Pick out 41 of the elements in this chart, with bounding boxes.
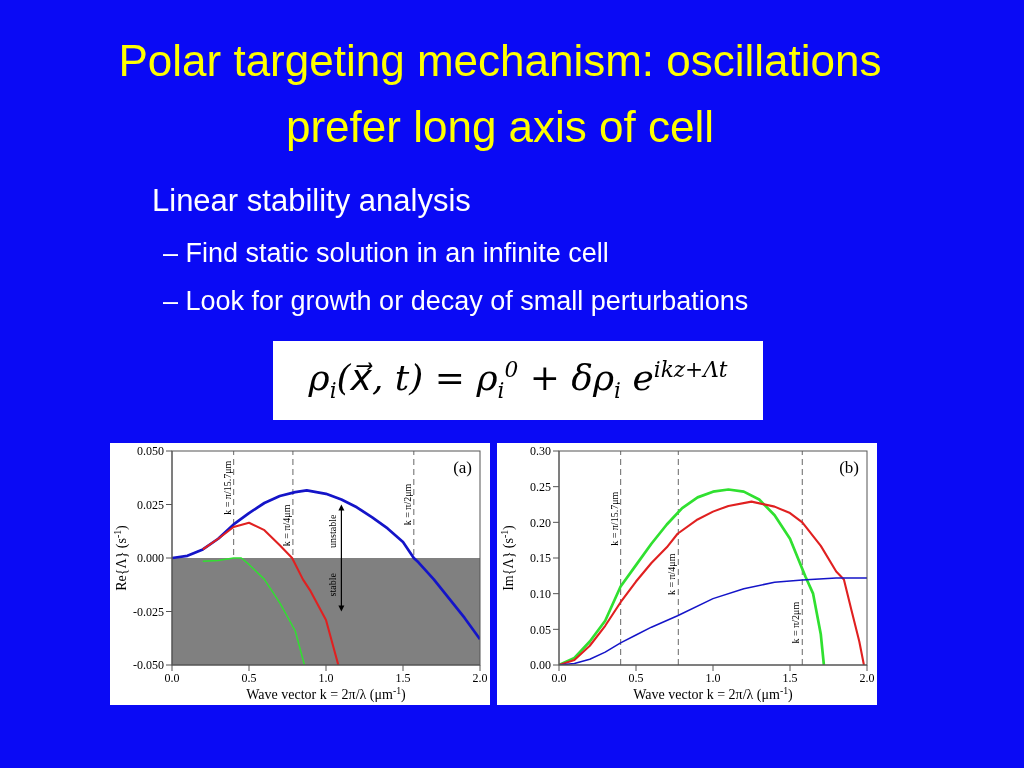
x-axis-title: Wave vector k = 2π/λ (μm$^{-1}$) [633, 684, 794, 703]
x-tick-label: 0.5 [628, 670, 644, 685]
y-tick-label: 0.10 [530, 586, 551, 601]
text: Polar targeting mechanism: oscillations prefer long axis of cell [117, 35, 883, 153]
text: ρ$_{i}$(x⃗, t) = ρ$_{i}$$^{0}$ + δρ$_{i}$ e$^{ikz+Λt}$ [308, 357, 728, 404]
ref-line-label: k = π/4μm [666, 553, 678, 596]
x-tick-label: 0.0 [164, 670, 180, 685]
y-tick-label: 0.000 [137, 551, 164, 566]
x-tick-label: 2.0 [859, 670, 875, 685]
y-tick-label: -0.025 [133, 604, 164, 619]
text: Linear stability analysis [152, 183, 471, 219]
ref-line-label: k = π/15.7μm [608, 491, 620, 546]
y-tick-label: 0.20 [530, 515, 551, 530]
y-tick-label: 0.00 [530, 658, 551, 673]
ref-line-label: k = π/2μm [790, 601, 802, 644]
x-tick-label: 0.0 [551, 670, 567, 685]
y-tick-label: 0.025 [137, 497, 164, 512]
x-tick-label: 1.0 [318, 670, 334, 685]
x-tick-label: 1.0 [705, 670, 721, 685]
ref-line-label: k = π/2μm [401, 483, 413, 526]
annotation: (a) [453, 458, 472, 477]
text: – Find static solution in an infinite cell [163, 238, 609, 269]
x-tick-label: 1.5 [395, 670, 411, 685]
y-tick-label: 0.15 [530, 551, 551, 566]
x-tick-label: 2.0 [472, 670, 488, 685]
annotation: stable [327, 572, 339, 597]
x-tick-label: 1.5 [782, 670, 798, 685]
y-tick-label: 0.050 [137, 444, 164, 459]
annotation: (b) [839, 458, 859, 477]
y-tick-label: 0.30 [530, 444, 551, 459]
y-tick-label: -0.050 [133, 658, 164, 673]
line-series [559, 488, 826, 665]
annotation: unstable [327, 514, 339, 548]
text: – Look for growth or decay of small perturbations [163, 286, 749, 317]
y-tick-label: 0.25 [530, 479, 551, 494]
x-axis-title: Wave vector k = 2π/λ (μm$^{-1}$) [246, 684, 407, 703]
x-tick-label: 0.5 [241, 670, 257, 685]
line-series [202, 557, 306, 665]
y-tick-label: 0.05 [530, 622, 551, 637]
ref-line-label: k = π/15.7μm [221, 460, 233, 515]
ref-line-label: k = π/4μm [280, 504, 292, 547]
